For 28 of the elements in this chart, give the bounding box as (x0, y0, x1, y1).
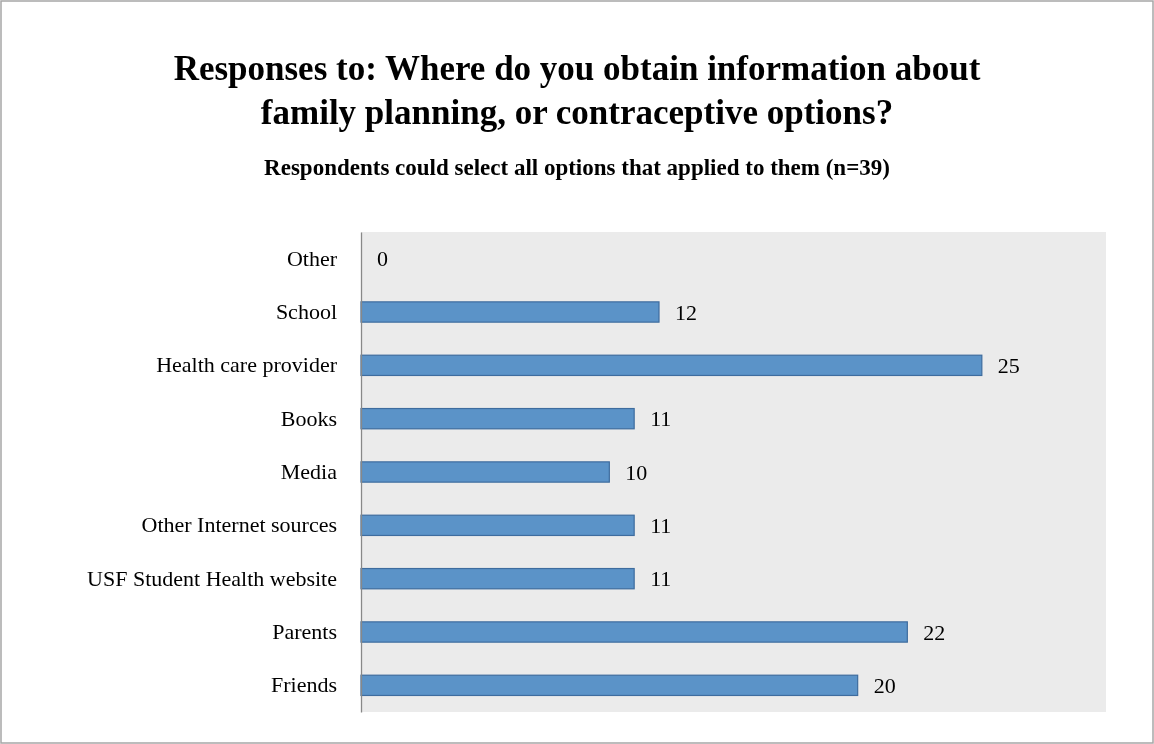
y-tick-label: Other (286, 245, 338, 271)
chart-title: Responses to: Where do you obtain information about family planning, or contraceptive options? (173, 49, 981, 132)
data-label: 22 (923, 619, 946, 645)
y-tick-label: Parents (272, 619, 337, 645)
y-tick-label: Media (280, 459, 338, 485)
data-label: 11 (650, 406, 672, 432)
bar (360, 567, 635, 590)
data-label: 11 (650, 513, 672, 539)
y-tick-label: Health care provider (156, 352, 338, 378)
y-tick-label: USF Student Health website (87, 565, 337, 591)
bar (360, 674, 859, 697)
data-label: 11 (650, 566, 672, 592)
y-tick-label: Books (280, 405, 337, 431)
y-tick-label: Friends (271, 672, 337, 698)
bar (360, 461, 610, 483)
bar (360, 354, 983, 377)
data-label: 12 (675, 299, 697, 325)
data-label: 10 (625, 459, 648, 485)
bar (360, 621, 908, 643)
bar (360, 407, 635, 430)
bar (360, 514, 635, 537)
y-tick-label: Other Internet sources (141, 512, 337, 538)
data-label: 25 (997, 353, 1020, 379)
y-tick-label: School (275, 299, 337, 325)
chart-subtitle: Respondents could select all options that applied to them (n=39) (264, 155, 890, 180)
data-label: 20 (873, 673, 896, 699)
data-label: 0 (377, 246, 388, 272)
bar (360, 301, 660, 323)
